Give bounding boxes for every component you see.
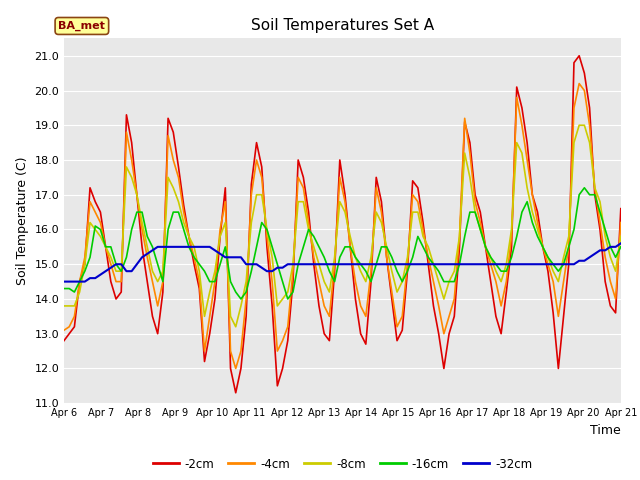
X-axis label: Time: Time <box>590 424 621 437</box>
Y-axis label: Soil Temperature (C): Soil Temperature (C) <box>16 156 29 285</box>
Legend: -2cm, -4cm, -8cm, -16cm, -32cm: -2cm, -4cm, -8cm, -16cm, -32cm <box>148 453 537 475</box>
Text: BA_met: BA_met <box>58 21 106 31</box>
Title: Soil Temperatures Set A: Soil Temperatures Set A <box>251 18 434 33</box>
